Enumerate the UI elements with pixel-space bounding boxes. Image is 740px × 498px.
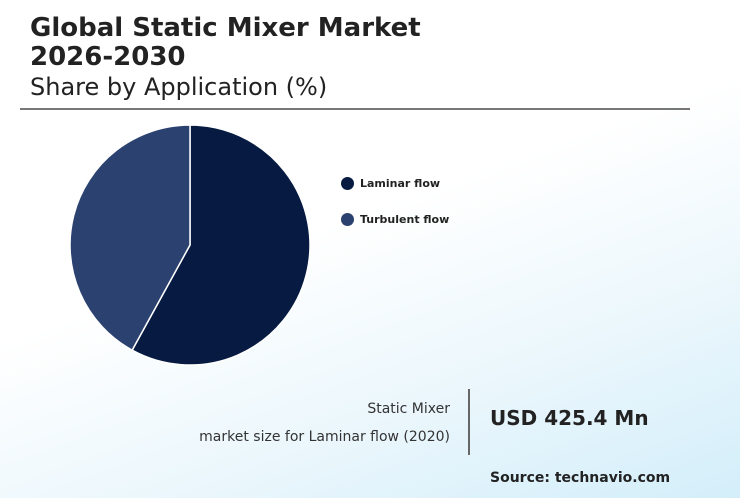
legend-dot-turbulent-flow: [341, 212, 354, 226]
header-divider: [20, 108, 690, 110]
legend-dot-laminar-flow: [341, 176, 354, 190]
stat-divider: [468, 389, 470, 455]
chart-title: Global Static Mixer Market 2026-2030: [30, 14, 421, 72]
pie-slice-laminar-flow: [131, 124, 311, 366]
source-credit: Source: technavio.com: [490, 470, 671, 486]
stat-label-line2: market size for Laminar flow (2020): [199, 429, 450, 445]
pie-slice-turbulent-flow: [69, 124, 191, 352]
chart-title-line1: Global Static Mixer Market: [30, 13, 421, 43]
legend-item-laminar-flow: Laminar flow: [341, 174, 449, 192]
chart-title-line2: 2026-2030: [30, 42, 186, 72]
stat-label-line1: Static Mixer: [367, 401, 450, 417]
legend-label-laminar-flow: Laminar flow: [360, 176, 441, 190]
legend: Laminar flow Turbulent flow: [341, 174, 449, 246]
stat-value: USD 425.4 Mn: [490, 406, 649, 430]
legend-label-turbulent-flow: Turbulent flow: [360, 212, 450, 226]
legend-item-turbulent-flow: Turbulent flow: [341, 210, 449, 228]
chart-subtitle: Share by Application (%): [30, 73, 328, 101]
